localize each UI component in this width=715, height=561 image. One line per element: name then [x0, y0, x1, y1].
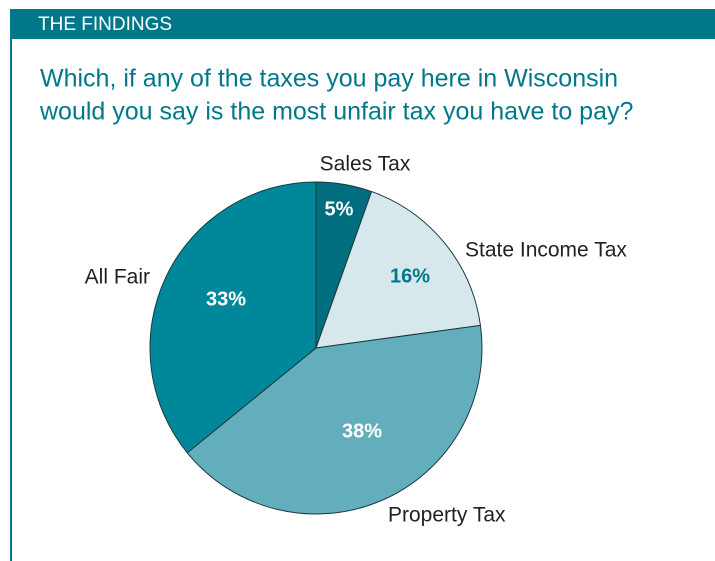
- slice-category-label: All Fair: [85, 266, 150, 289]
- slice-category-label: Sales Tax: [320, 153, 411, 176]
- slice-category-label: Property Tax: [388, 504, 506, 527]
- chart-title: would you say is the most unfair tax you…: [39, 98, 633, 126]
- header-bar: [10, 9, 715, 39]
- header-title: THE FINDINGS: [38, 14, 172, 35]
- pie-slice: [315, 190, 482, 349]
- slice-value-label: 33%: [206, 288, 246, 310]
- pie-slice: [186, 324, 483, 515]
- slice-value-label: 16%: [390, 265, 430, 287]
- pie-slice: [149, 181, 317, 454]
- slice-value-label: 5%: [325, 198, 354, 220]
- slice-value-label: 38%: [342, 420, 382, 442]
- slice-category-label: State Income Tax: [465, 239, 627, 262]
- chart-title: Which, if any of the taxes you pay here …: [40, 65, 618, 93]
